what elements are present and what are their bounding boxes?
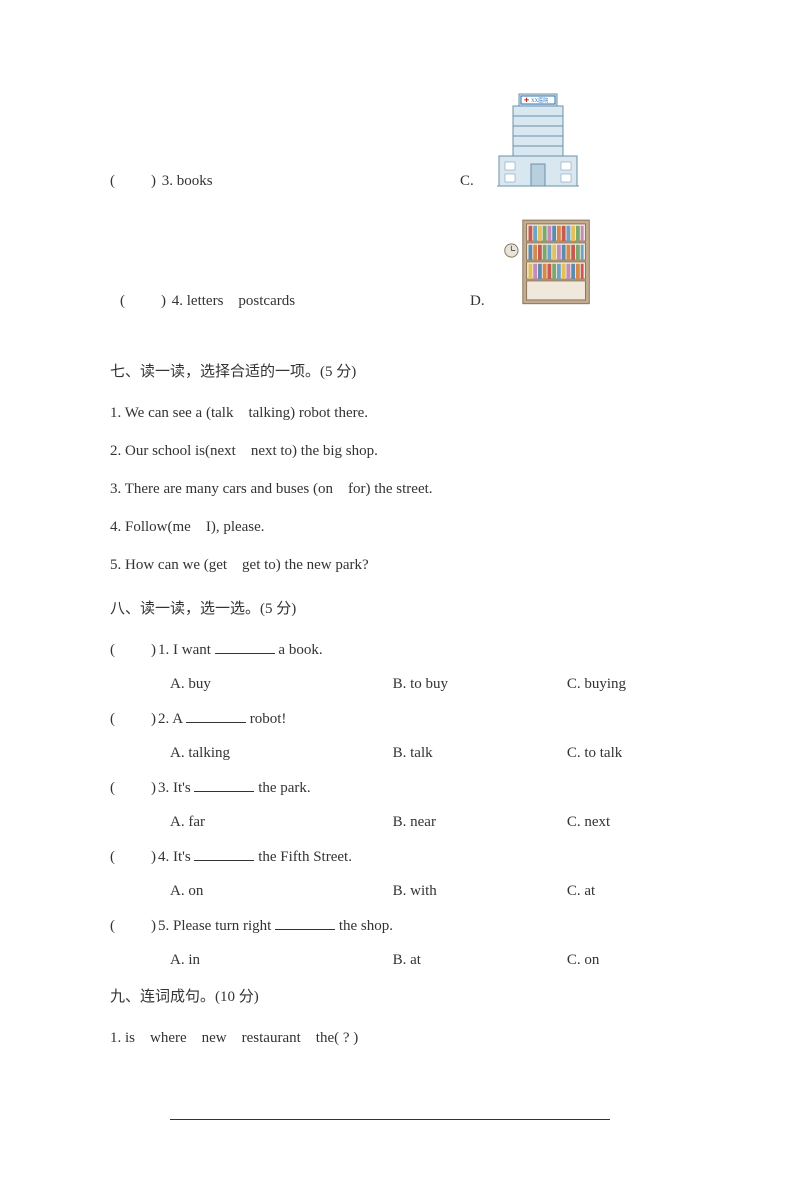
s8-q5-opt-a[interactable]: A. in — [170, 952, 393, 969]
s8-stem-pre-5: Please turn right — [173, 918, 275, 934]
s7-q4: 4. Follow(me I), please. — [110, 515, 683, 539]
s8-q4-opt-b[interactable]: B. with — [393, 883, 567, 900]
s8-num-4: 4. — [158, 849, 173, 865]
s8-q3-opt-c[interactable]: C. next — [567, 814, 683, 831]
s8-q1-opt-c[interactable]: C. buying — [567, 676, 683, 693]
s8-paren-4[interactable]: ( ) — [110, 849, 158, 865]
s8-paren-3[interactable]: ( ) — [110, 780, 158, 796]
svg-text:XX医院: XX医院 — [531, 97, 548, 104]
svg-text:✚: ✚ — [524, 97, 529, 104]
s8-q3-opt-a[interactable]: A. far — [170, 814, 393, 831]
s8-num-1: 1. — [158, 642, 173, 658]
s8-paren-1[interactable]: ( ) — [110, 642, 158, 658]
s8-stem-pre-2: A — [172, 711, 186, 727]
section7-heading: 七、读一读，选择合适的一项。(5 分) — [110, 360, 683, 381]
s8-blank-1[interactable] — [215, 638, 275, 654]
s8-q3-opt-b[interactable]: B. near — [393, 814, 567, 831]
match-letter-c: C. — [460, 173, 490, 190]
s8-paren-2[interactable]: ( ) — [110, 711, 158, 727]
s9-q1: 1. is where new restaurant the( ? ) — [110, 1026, 683, 1050]
s8-paren-5[interactable]: ( ) — [110, 918, 158, 934]
s8-stem-post-5: the shop. — [335, 918, 393, 934]
hospital-image: ✚ XX医院 — [490, 90, 585, 190]
match-letter-d: D. — [470, 293, 500, 310]
s7-q1: 1. We can see a (talk talking) robot the… — [110, 401, 683, 425]
section9-heading: 九、连词成句。(10 分) — [110, 985, 683, 1006]
s8-q2-opt-c[interactable]: C. to talk — [567, 745, 683, 762]
s9-q1-answer-line[interactable] — [170, 1104, 610, 1120]
s8-q5-opt-b[interactable]: B. at — [393, 952, 567, 969]
s8-stem-post-2: robot! — [246, 711, 286, 727]
match-num-3: 3. — [162, 173, 173, 189]
s8-stem-post-3: the park. — [254, 780, 310, 796]
s8-q4-opt-c[interactable]: C. at — [567, 883, 683, 900]
s8-num-3: 3. — [158, 780, 173, 796]
s8-q5-opt-c[interactable]: C. on — [567, 952, 683, 969]
s8-num-2: 2. — [158, 711, 172, 727]
s8-blank-5[interactable] — [275, 914, 335, 930]
s8-stem-post-1: a book. — [275, 642, 323, 658]
match-paren-3[interactable]: ( ) — [110, 173, 158, 189]
s7-q3: 3. There are many cars and buses (on for… — [110, 477, 683, 501]
s8-stem-pre-4: It's — [173, 849, 194, 865]
section8-heading: 八、读一读，选一选。(5 分) — [110, 597, 683, 618]
s8-q2-opt-a[interactable]: A. talking — [170, 745, 393, 762]
s8-q1-opt-b[interactable]: B. to buy — [393, 676, 567, 693]
s8-blank-2[interactable] — [186, 707, 246, 723]
match-word-4: letters postcards — [187, 293, 295, 309]
s7-q5: 5. How can we (get get to) the new park? — [110, 553, 683, 577]
s8-q2-opt-b[interactable]: B. talk — [393, 745, 567, 762]
s8-q4-opt-a[interactable]: A. on — [170, 883, 393, 900]
match-num-4: 4. — [172, 293, 183, 309]
s7-q2: 2. Our school is(next next to) the big s… — [110, 439, 683, 463]
match-paren-4[interactable]: ( ) — [120, 293, 168, 309]
s8-stem-post-4: the Fifth Street. — [254, 849, 352, 865]
s8-stem-pre-1: I want — [173, 642, 215, 658]
bookshelf-image — [500, 210, 595, 310]
s8-blank-4[interactable] — [194, 845, 254, 861]
s8-q1-opt-a[interactable]: A. buy — [170, 676, 393, 693]
s8-stem-pre-3: It's — [173, 780, 194, 796]
match-word-3: books — [177, 173, 213, 189]
s8-num-5: 5. — [158, 918, 173, 934]
s8-blank-3[interactable] — [194, 776, 254, 792]
